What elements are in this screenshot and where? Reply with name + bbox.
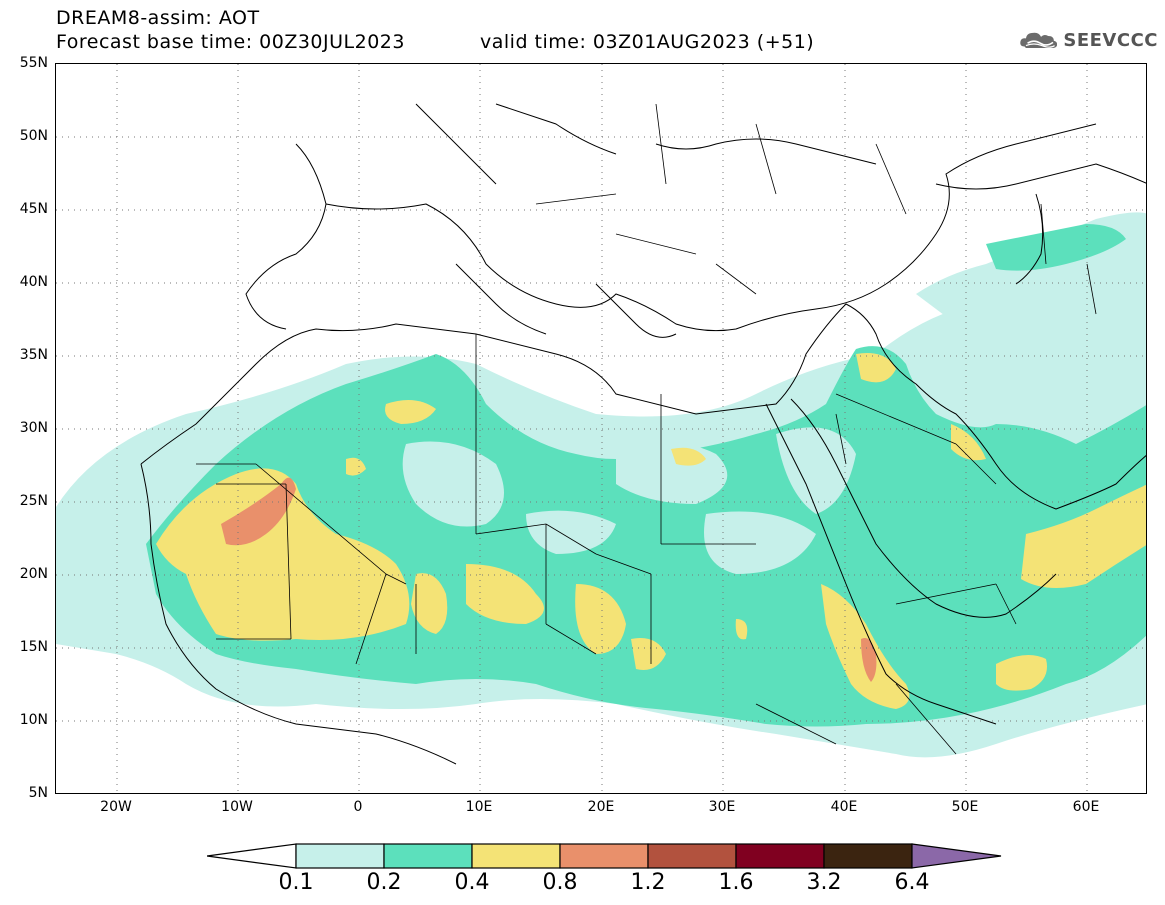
- colorbar-label-0.1: 0.1: [278, 870, 314, 895]
- colorbar-label-0.4: 0.4: [454, 870, 490, 895]
- country-borders: [196, 103, 1097, 755]
- colorbar-segment-0.2: [383, 843, 473, 869]
- lat-label-15n: 15N: [19, 639, 48, 655]
- colorbar-label-1.6: 1.6: [718, 870, 754, 895]
- lat-label-20n: 20N: [19, 566, 48, 582]
- logo-text: SEEVCCC: [1063, 29, 1158, 51]
- map-title: DREAM8-assim: AOT: [56, 7, 260, 29]
- colorbar-segment-0.8: [559, 843, 649, 869]
- lat-label-10n: 10N: [19, 712, 48, 728]
- lat-label-35n: 35N: [19, 347, 48, 363]
- lat-label-50n: 50N: [19, 128, 48, 144]
- lon-label-40e: 40E: [830, 799, 858, 815]
- colorbar-segment-0.4: [471, 843, 561, 869]
- colorbar-segment-1.6: [735, 843, 825, 869]
- aot-band-0.8: [221, 477, 877, 682]
- colorbar-segment-1.2: [647, 843, 737, 869]
- valid-time: valid time: 03Z01AUG2023 (+51): [480, 31, 815, 53]
- lat-label-55n: 55N: [19, 55, 48, 71]
- lon-label-0: 0: [353, 799, 363, 815]
- lon-label-20e: 20E: [587, 799, 615, 815]
- map-panel[interactable]: [55, 63, 1147, 794]
- lon-label-20w: 20W: [100, 799, 132, 815]
- graticule: [56, 64, 1146, 793]
- cloud-icon: [1020, 32, 1058, 48]
- colorbar-segment-over: [911, 843, 1002, 869]
- lat-label-25n: 25N: [19, 493, 48, 509]
- lon-label-30e: 30E: [708, 799, 736, 815]
- colorbar-label-3.2: 3.2: [806, 870, 842, 895]
- lat-label-40n: 40N: [19, 274, 48, 290]
- lon-label-10e: 10E: [465, 799, 493, 815]
- seevccc-logo: SEEVCCC: [1018, 24, 1158, 56]
- lat-label-30n: 30N: [19, 420, 48, 436]
- dust-aot-map: [56, 64, 1146, 793]
- colorbar-segment-under: [207, 843, 297, 869]
- aot-colorbar: [207, 843, 1002, 869]
- lat-label-45n: 45N: [19, 201, 48, 217]
- colorbar-segment-0.1: [295, 843, 385, 869]
- forecast-base-time: Forecast base time: 00Z30JUL2023: [56, 31, 405, 53]
- lon-label-50e: 50E: [951, 799, 979, 815]
- colorbar-label-0.8: 0.8: [542, 870, 578, 895]
- colorbar-label-0.2: 0.2: [366, 870, 402, 895]
- aot-band-0.1-interior: [402, 427, 856, 574]
- lat-label-5n: 5N: [28, 785, 48, 801]
- lon-label-60e: 60E: [1072, 799, 1100, 815]
- colorbar-label-6.4: 6.4: [894, 870, 930, 895]
- colorbar-label-1.2: 1.2: [630, 870, 666, 895]
- aot-band-0.2: [146, 224, 1146, 727]
- lon-label-10w: 10W: [221, 799, 253, 815]
- colorbar-segment-3.2: [823, 843, 913, 869]
- coastlines: [140, 103, 1146, 765]
